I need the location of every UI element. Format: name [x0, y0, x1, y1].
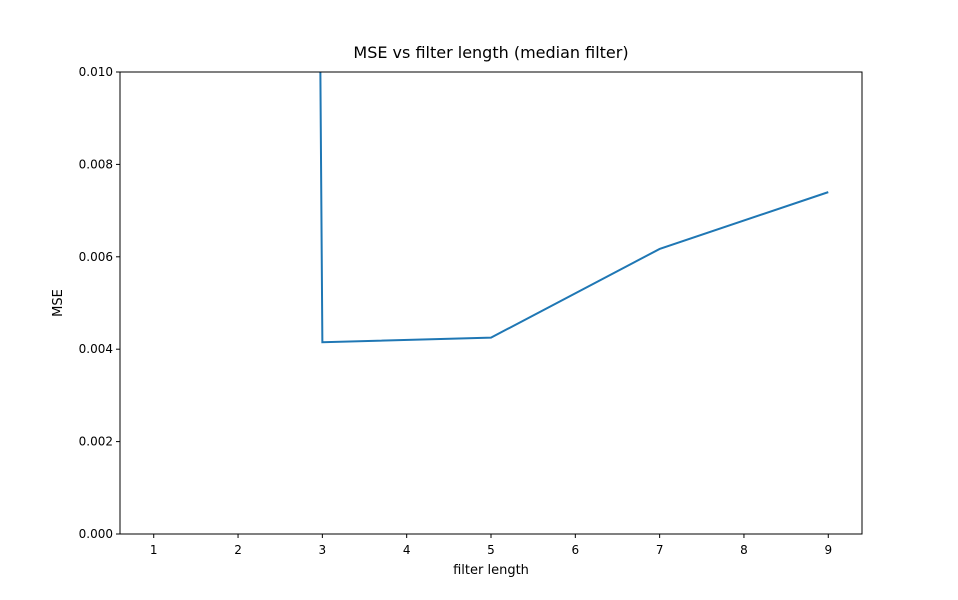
x-tick-label: 3	[319, 543, 327, 557]
line-series	[319, 72, 829, 344]
x-tick-label: 7	[656, 543, 664, 557]
y-axis-label: MSE	[51, 289, 66, 317]
y-tick-label: 0.010	[79, 65, 113, 79]
x-tick-label: 5	[487, 543, 495, 557]
x-tick-label: 6	[571, 543, 579, 557]
y-tick-label: 0.004	[79, 342, 113, 356]
y-tick-label: 0.002	[79, 435, 113, 449]
plot-area	[319, 72, 829, 344]
x-tick-label: 4	[403, 543, 411, 557]
y-tick-label: 0.008	[79, 157, 113, 171]
x-tick-label: 8	[740, 543, 748, 557]
y-tick-label: 0.006	[79, 250, 113, 264]
x-tick-label: 1	[150, 543, 158, 557]
y-tick-label: 0.000	[79, 527, 113, 541]
x-tick-label: 2	[234, 543, 242, 557]
axes-frame	[119, 71, 863, 535]
chart-title: MSE vs filter length (median filter)	[353, 43, 628, 62]
x-axis-label: filter length	[453, 563, 529, 578]
x-tick-label: 9	[824, 543, 832, 557]
